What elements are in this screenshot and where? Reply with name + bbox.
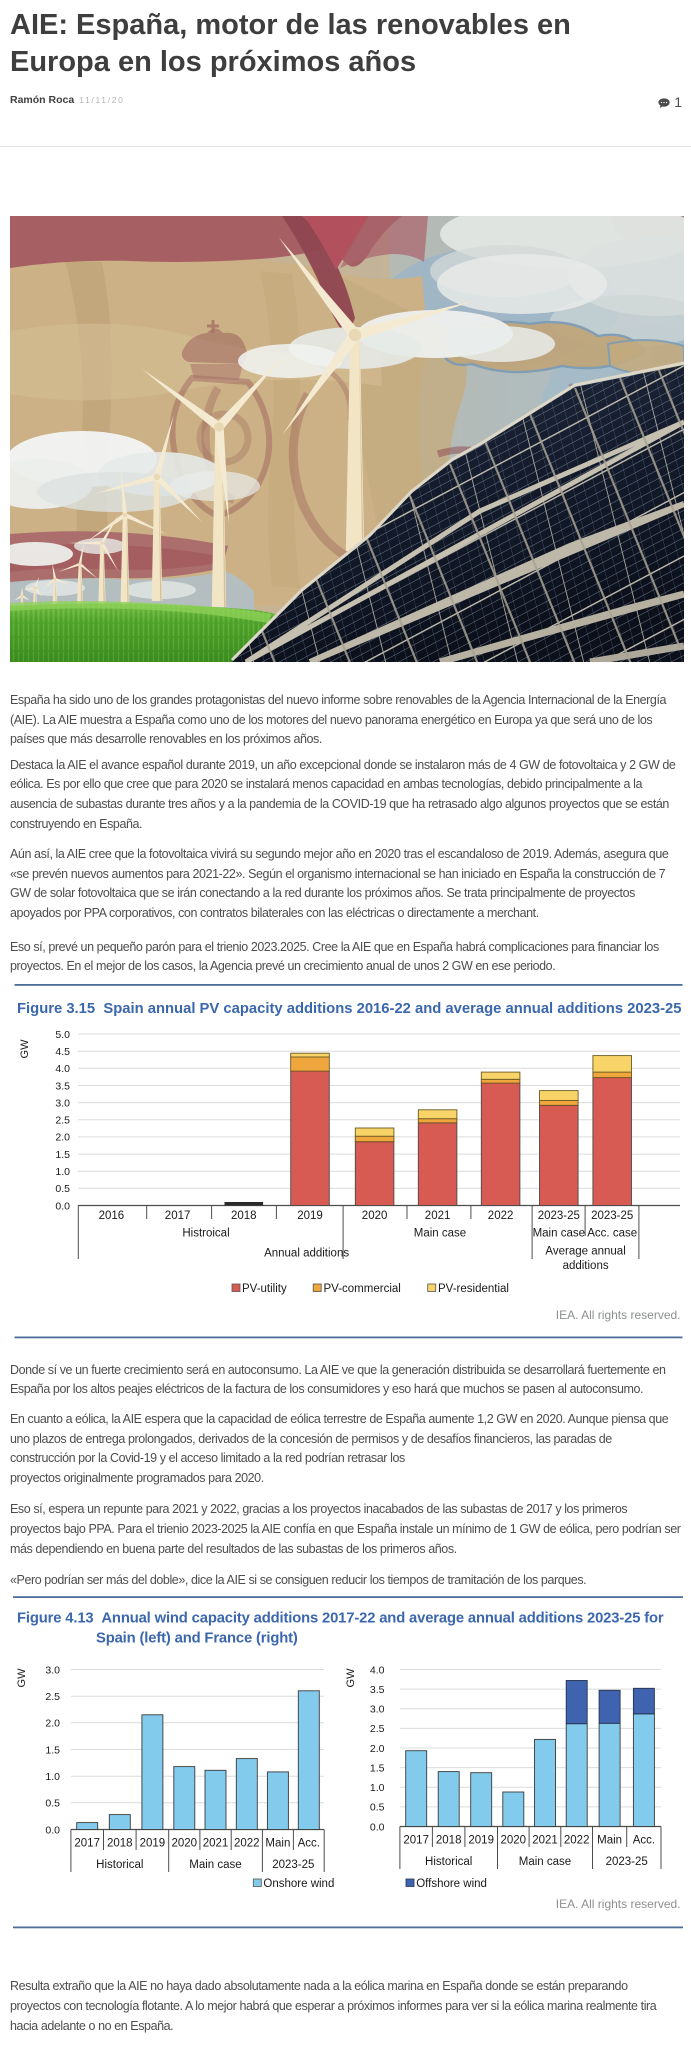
svg-text:2022: 2022 xyxy=(564,1834,590,1846)
svg-text:Acc.: Acc. xyxy=(298,1837,320,1849)
svg-text:2017: 2017 xyxy=(74,1837,100,1849)
svg-text:PV-residential: PV-residential xyxy=(438,1283,509,1295)
svg-text:Figure 4.13 Annual wind capac: Figure 4.13 Annual wind capacity additio… xyxy=(17,1611,664,1627)
svg-text:5.0: 5.0 xyxy=(55,1029,70,1041)
svg-text:2021: 2021 xyxy=(203,1837,229,1849)
svg-text:IEA. All rights reserved.: IEA. All rights reserved. xyxy=(556,1308,681,1322)
svg-text:GW: GW xyxy=(345,1668,357,1688)
svg-text:4.0: 4.0 xyxy=(55,1063,70,1075)
svg-text:2.0: 2.0 xyxy=(45,1718,60,1730)
svg-text:1.0: 1.0 xyxy=(45,1771,60,1783)
svg-text:2017: 2017 xyxy=(165,1210,191,1222)
svg-text:additions: additions xyxy=(563,1260,609,1272)
svg-text:Main case: Main case xyxy=(189,1859,241,1871)
svg-text:2.0: 2.0 xyxy=(370,1743,385,1755)
svg-text:PV-utility: PV-utility xyxy=(242,1283,287,1295)
svg-text:3.0: 3.0 xyxy=(370,1704,385,1716)
svg-text:Acc. case: Acc. case xyxy=(587,1227,637,1239)
svg-text:2020: 2020 xyxy=(172,1837,198,1849)
svg-text:1.0: 1.0 xyxy=(55,1166,70,1178)
svg-text:2023-25: 2023-25 xyxy=(606,1856,648,1868)
svg-text:Main: Main xyxy=(265,1837,290,1849)
svg-text:GW: GW xyxy=(16,1668,28,1688)
svg-text:0.5: 0.5 xyxy=(45,1798,60,1810)
svg-text:2019: 2019 xyxy=(140,1837,166,1849)
svg-text:2018: 2018 xyxy=(231,1210,257,1222)
svg-text:2022: 2022 xyxy=(234,1837,260,1849)
svg-text:2019: 2019 xyxy=(297,1210,323,1222)
svg-text:2020: 2020 xyxy=(362,1210,388,1222)
svg-text:0.0: 0.0 xyxy=(370,1821,385,1833)
svg-text:1.5: 1.5 xyxy=(55,1149,70,1161)
svg-text:IEA. All rights reserved.: IEA. All rights reserved. xyxy=(556,1897,681,1911)
svg-text:GW: GW xyxy=(19,1039,31,1059)
svg-text:1.5: 1.5 xyxy=(45,1744,60,1756)
svg-text:2.5: 2.5 xyxy=(45,1691,60,1703)
svg-text:Annual additions: Annual additions xyxy=(264,1247,349,1259)
svg-text:2.0: 2.0 xyxy=(55,1132,70,1144)
svg-text:2023-25: 2023-25 xyxy=(538,1210,580,1222)
svg-text:2022: 2022 xyxy=(488,1210,514,1222)
svg-text:1.0: 1.0 xyxy=(370,1782,385,1794)
svg-text:2020: 2020 xyxy=(501,1834,527,1846)
svg-text:Onshore wind: Onshore wind xyxy=(263,1878,334,1890)
svg-text:2023-25: 2023-25 xyxy=(272,1859,314,1871)
svg-text:Spain (left) and France (right: Spain (left) and France (right) xyxy=(96,1631,298,1647)
svg-text:PV-commercial: PV-commercial xyxy=(324,1283,401,1295)
svg-text:3.0: 3.0 xyxy=(55,1097,70,1109)
svg-text:2.5: 2.5 xyxy=(370,1723,385,1735)
svg-text:Offshore wind: Offshore wind xyxy=(416,1878,487,1890)
svg-text:0.0: 0.0 xyxy=(55,1200,70,1212)
svg-text:1.5: 1.5 xyxy=(370,1762,385,1774)
svg-text:3.5: 3.5 xyxy=(370,1684,385,1696)
svg-text:2019: 2019 xyxy=(468,1834,494,1846)
svg-text:2.5: 2.5 xyxy=(55,1115,70,1127)
svg-text:Historical: Historical xyxy=(96,1859,143,1871)
svg-text:2021: 2021 xyxy=(425,1210,451,1222)
svg-text:4.0: 4.0 xyxy=(370,1664,385,1676)
svg-text:Main: Main xyxy=(597,1834,622,1846)
svg-text:Main case: Main case xyxy=(414,1227,466,1239)
svg-text:Average annual: Average annual xyxy=(545,1246,625,1258)
svg-text:0.5: 0.5 xyxy=(55,1183,70,1195)
svg-text:Historical: Historical xyxy=(425,1856,472,1868)
svg-text:Main case: Main case xyxy=(533,1227,585,1239)
svg-text:2021: 2021 xyxy=(532,1834,558,1846)
svg-text:Histroical: Histroical xyxy=(182,1227,229,1239)
svg-text:4.5: 4.5 xyxy=(55,1046,70,1058)
svg-text:Figure 3.15 Spain annual PV c: Figure 3.15 Spain annual PV capacity add… xyxy=(17,1001,681,1017)
svg-text:3.0: 3.0 xyxy=(45,1664,60,1676)
svg-text:2023-25: 2023-25 xyxy=(591,1210,633,1222)
svg-text:2018: 2018 xyxy=(107,1837,133,1849)
svg-text:2016: 2016 xyxy=(99,1210,125,1222)
svg-text:0.0: 0.0 xyxy=(45,1824,60,1836)
svg-text:0.5: 0.5 xyxy=(370,1802,385,1814)
svg-text:Acc.: Acc. xyxy=(633,1834,655,1846)
svg-text:2017: 2017 xyxy=(403,1834,429,1846)
svg-text:Main case: Main case xyxy=(519,1856,571,1868)
svg-text:3.5: 3.5 xyxy=(55,1080,70,1092)
svg-text:2018: 2018 xyxy=(436,1834,462,1846)
